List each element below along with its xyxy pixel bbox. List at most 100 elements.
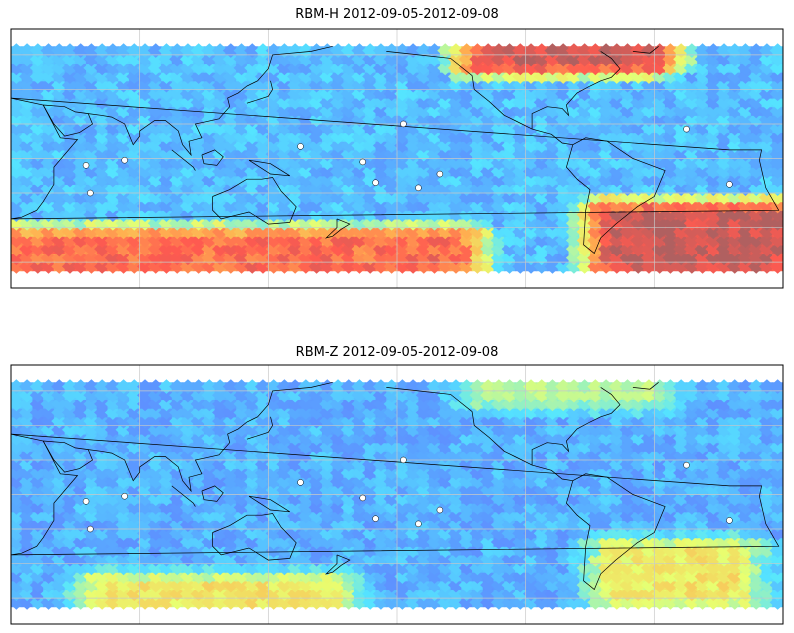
heatmap-cell	[254, 198, 272, 214]
heatmap-cell	[329, 181, 347, 197]
heatmap-cell	[512, 60, 529, 76]
heatmap-cell	[276, 233, 293, 248]
heatmap-cell	[426, 215, 443, 231]
island-mask	[87, 189, 94, 197]
heatmap-cell	[362, 569, 379, 584]
heatmap-cell	[51, 95, 68, 110]
heatmap-cell	[394, 198, 411, 214]
heatmap-cell	[372, 95, 389, 110]
heatmap-cell	[555, 120, 572, 136]
heatmap-cell	[372, 146, 389, 162]
heatmap-cell	[726, 586, 743, 602]
heatmap-cell	[94, 120, 111, 136]
heatmap-cell	[351, 60, 368, 76]
heatmap-cell	[362, 250, 379, 266]
heatmap-cell	[19, 155, 36, 171]
heatmap-cell	[512, 77, 529, 93]
heatmap-cell	[190, 181, 207, 197]
heatmap-cell	[94, 577, 111, 593]
heatmap-cell	[179, 43, 196, 58]
heatmap-cell	[490, 577, 507, 593]
coastline	[386, 51, 573, 146]
heatmap-cell	[565, 155, 582, 171]
heatmap-cell	[244, 103, 261, 119]
heatmap-cell	[29, 224, 46, 240]
heatmap-cell	[147, 595, 164, 610]
heatmap-cell	[94, 560, 111, 576]
heatmap-cell	[222, 560, 239, 576]
heatmap-cell	[758, 198, 775, 214]
heatmap-cell	[705, 198, 722, 214]
heatmap-cell	[694, 120, 711, 136]
heatmap-cell	[244, 95, 261, 110]
heatmap-cell	[619, 241, 636, 257]
heatmap-cell	[415, 60, 432, 76]
heatmap-cell	[447, 103, 465, 119]
heatmap-cell	[673, 86, 690, 102]
heatmap-cell	[244, 190, 261, 205]
heatmap-cell	[501, 207, 518, 222]
heatmap-cell	[587, 181, 604, 197]
heatmap-cell	[212, 69, 229, 84]
heatmap-cell	[29, 51, 46, 67]
heatmap-cell	[715, 241, 733, 257]
heatmap-cell	[222, 241, 239, 257]
heatmap-cell	[383, 77, 400, 93]
heatmap-cell	[136, 155, 154, 171]
heatmap-cell	[340, 233, 357, 248]
heatmap-cell	[437, 215, 454, 231]
heatmap-cell	[501, 51, 518, 67]
heatmap-cell	[222, 577, 239, 593]
heatmap-cell	[565, 241, 582, 257]
heatmap-cell	[136, 534, 154, 550]
heatmap-cell	[651, 215, 668, 231]
heatmap-cell	[555, 207, 572, 222]
heatmap-cell	[319, 60, 336, 76]
heatmap-cell	[662, 241, 679, 257]
heatmap-cell	[287, 172, 304, 188]
heatmap-cell	[329, 241, 347, 257]
heatmap-cell	[329, 51, 347, 67]
heatmap-cell	[190, 569, 207, 584]
heatmap-cell	[587, 86, 604, 102]
heatmap-cell	[705, 190, 722, 205]
heatmap-cell	[201, 146, 218, 162]
heatmap-cell	[383, 103, 400, 119]
heatmap-cell	[319, 181, 336, 197]
heatmap-cell	[555, 250, 572, 266]
heatmap-cell	[104, 586, 121, 602]
heatmap-cell	[319, 207, 336, 222]
heatmap-cell	[705, 172, 722, 188]
heatmap-cell	[447, 259, 465, 274]
heatmap-cell	[426, 112, 443, 127]
heatmap-cell	[61, 241, 79, 257]
heatmap-cell	[104, 534, 121, 550]
heatmap-cell	[405, 198, 422, 214]
heatmap-cell	[319, 577, 336, 593]
heatmap-cell	[715, 577, 733, 593]
heatmap-cell	[254, 69, 272, 84]
heatmap-cell	[758, 595, 775, 610]
heatmap-cell	[169, 543, 186, 558]
heatmap-cell	[383, 181, 400, 197]
island-mask	[372, 179, 379, 186]
heatmap-cell	[169, 69, 186, 84]
heatmap-cell	[72, 241, 89, 257]
heatmap-cell	[61, 569, 79, 584]
heatmap-cell	[136, 543, 154, 558]
heatmap-cell	[40, 526, 57, 541]
heatmap-cell	[673, 112, 690, 127]
heatmap-cell	[758, 60, 775, 76]
heatmap-cell	[576, 86, 593, 102]
heatmap-cell	[222, 138, 239, 153]
heatmap-cell	[576, 250, 593, 266]
heatmap-cell	[212, 181, 229, 197]
heatmap-cell	[126, 43, 143, 58]
heatmap-cell	[254, 112, 272, 127]
heatmap-cell	[576, 120, 593, 136]
heatmap-cell	[630, 77, 647, 93]
heatmap-cell	[61, 259, 79, 274]
heatmap-cell	[715, 43, 733, 58]
heatmap-cell	[104, 86, 121, 102]
heatmap-cell	[533, 146, 550, 162]
